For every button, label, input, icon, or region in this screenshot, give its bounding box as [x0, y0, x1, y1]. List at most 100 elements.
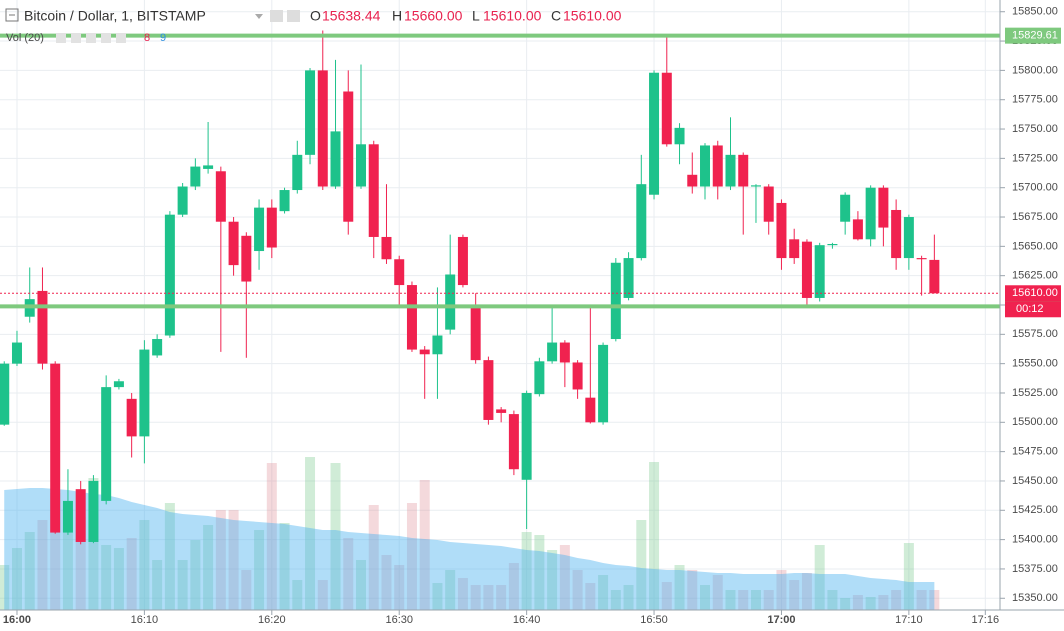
- volume-bar: [75, 517, 86, 610]
- vol-icon[interactable]: [56, 33, 66, 43]
- volume-bar: [292, 580, 303, 610]
- y-tick-label: 15575.00: [1012, 328, 1058, 340]
- candle-body: [700, 145, 711, 187]
- candle-body: [62, 500, 73, 533]
- volume-bar: [457, 578, 468, 610]
- price-label: 15829.61: [1012, 30, 1058, 42]
- volume-bar: [343, 538, 354, 610]
- candle-body: [343, 91, 354, 222]
- volume-bar: [228, 510, 239, 610]
- y-tick-label: 15700.00: [1012, 182, 1058, 194]
- volume-bar: [241, 570, 252, 610]
- candle-body: [266, 207, 277, 248]
- y-tick-label: 15475.00: [1012, 446, 1058, 458]
- candle-body: [598, 344, 609, 423]
- vol-icon[interactable]: [101, 33, 111, 43]
- candle-body: [508, 414, 519, 470]
- volume-bar: [661, 582, 672, 610]
- volume-bar: [891, 590, 902, 610]
- volume-bar: [738, 590, 749, 610]
- volume-bar: [330, 463, 341, 610]
- price-pane: [0, 30, 1000, 545]
- collapse-icon[interactable]: [5, 8, 19, 22]
- volume-bar: [865, 597, 876, 610]
- candle-body: [457, 236, 468, 286]
- volume-bar: [916, 590, 927, 610]
- x-tick-label: 16:50: [640, 614, 668, 626]
- candle-body: [50, 363, 61, 533]
- vol-icon[interactable]: [71, 33, 81, 43]
- price-label-box: [1005, 285, 1061, 302]
- settings-icon[interactable]: [270, 10, 283, 22]
- candle-body: [687, 174, 698, 187]
- candle-body: [139, 349, 150, 437]
- y-tick-label: 15550.00: [1012, 358, 1058, 370]
- volume-bar: [814, 545, 825, 610]
- ohlc-value: 15660.00: [404, 8, 463, 24]
- candle-body: [432, 335, 443, 355]
- volume-bar: [840, 598, 851, 610]
- volume-bar: [610, 590, 621, 610]
- x-tick-label: 16:20: [258, 614, 286, 626]
- volume-bar: [725, 590, 736, 610]
- volume-bar: [394, 565, 405, 610]
- volume-readout: 8: [144, 32, 150, 44]
- volume-bar: [508, 563, 519, 610]
- candle-body: [470, 305, 481, 361]
- volume-bar: [903, 543, 914, 610]
- y-tick-label: 15425.00: [1012, 504, 1058, 516]
- volume-bar: [305, 457, 316, 610]
- candle-body: [0, 363, 10, 425]
- volume-bar: [419, 480, 430, 610]
- volume-bar: [878, 595, 889, 610]
- candle-body: [661, 72, 672, 145]
- volume-bar: [534, 535, 545, 610]
- y-tick-label: 15750.00: [1012, 123, 1058, 135]
- volume-bar: [203, 525, 214, 610]
- candle-body: [317, 70, 328, 187]
- y-tick-label: 15450.00: [1012, 475, 1058, 487]
- volume-bar: [572, 570, 583, 610]
- y-tick-label: 15800.00: [1012, 64, 1058, 76]
- volume-bar: [177, 560, 188, 610]
- volume-bar: [381, 555, 392, 610]
- volume-bar: [636, 520, 647, 610]
- vol-icon[interactable]: [116, 33, 126, 43]
- volume-bar: [152, 560, 163, 610]
- volume-bar: [11, 548, 22, 610]
- candle-body: [814, 245, 825, 298]
- volume-bar: [776, 570, 787, 610]
- candle-body: [406, 285, 417, 350]
- x-tick-label: 16:10: [131, 614, 159, 626]
- candle-body: [279, 190, 290, 212]
- candle-body: [712, 145, 723, 187]
- y-tick-label: 15650.00: [1012, 240, 1058, 252]
- candle-body: [916, 258, 927, 260]
- candle-body: [445, 274, 456, 330]
- ohlc-value: 15638.44: [322, 8, 381, 24]
- candle-body: [585, 397, 596, 423]
- candle-body: [483, 360, 494, 420]
- x-tick-label: 16:30: [385, 614, 413, 626]
- candle-body: [394, 259, 405, 286]
- dropdown-icon[interactable]: [255, 14, 263, 19]
- volume-bar: [24, 532, 35, 610]
- volume-bar: [50, 493, 61, 610]
- volume-bar: [521, 532, 532, 610]
- volume-bar: [355, 560, 366, 610]
- volume-bar: [687, 570, 698, 610]
- hide-icon[interactable]: [287, 10, 300, 22]
- volume-bar: [483, 585, 494, 610]
- volume-bar: [700, 585, 711, 610]
- volume-bar: [0, 565, 10, 610]
- volume-bar: [801, 573, 812, 610]
- candle-body: [203, 165, 214, 169]
- symbol-title: Bitcoin / Dollar, 1, BITSTAMP: [24, 8, 206, 24]
- candle-body: [101, 387, 112, 501]
- y-tick-label: 15625.00: [1012, 270, 1058, 282]
- candle-body: [164, 214, 175, 336]
- candle-body: [929, 259, 940, 294]
- candle-body: [177, 186, 188, 215]
- x-tick-label: 17:16: [972, 614, 1000, 626]
- vol-icon[interactable]: [86, 33, 96, 43]
